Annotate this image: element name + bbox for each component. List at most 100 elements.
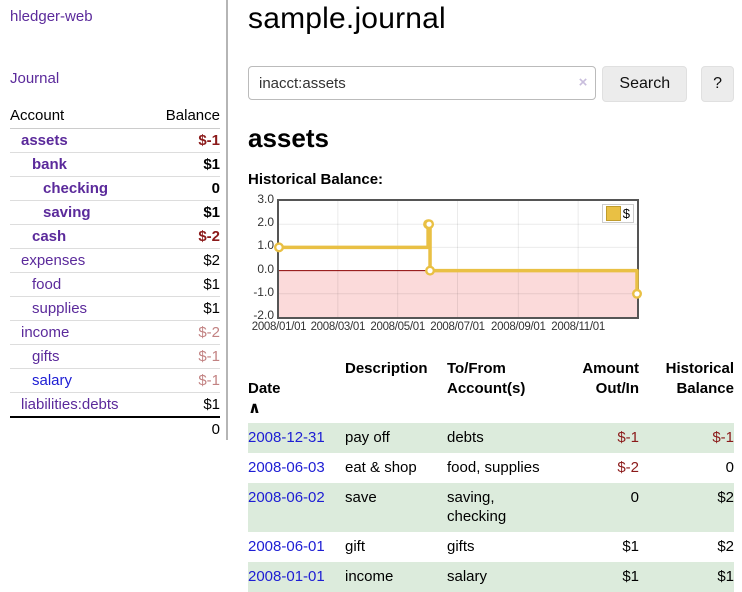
legend-swatch-icon (605, 206, 621, 221)
transaction-amount: 0 (630, 489, 639, 506)
register-table: Date ∧ Description To/From Account(s) Am… (248, 356, 734, 592)
clear-search-icon[interactable]: × (578, 74, 588, 91)
transaction-description: save (345, 489, 377, 506)
account-name-cell: liabilities:debts (10, 392, 151, 418)
brand-link[interactable]: hledger-web (10, 8, 93, 25)
search-input[interactable] (248, 66, 597, 100)
transaction-date-cell: 2008-12-31 (248, 423, 345, 453)
account-row: bank $1 (10, 152, 220, 177)
transaction-balance: $1 (717, 568, 734, 585)
register-header-date[interactable]: Date ∧ (248, 356, 345, 423)
register-header-date-label: Date (248, 380, 281, 397)
account-link[interactable]: food (32, 276, 62, 293)
transaction-date-cell: 2008-06-01 (248, 532, 345, 562)
account-name-cell: income (10, 320, 151, 345)
transaction-description: pay off (345, 429, 390, 446)
accounts-total-row: 0 (10, 417, 220, 441)
transaction-amount: $-2 (617, 459, 639, 476)
register-header-accounts: To/From Account(s) (447, 360, 526, 397)
transaction-accounts: food, supplies (447, 459, 540, 476)
legend-label: $ (622, 206, 630, 221)
y-axis-tick-label: -1.0 (253, 284, 274, 299)
transaction-row: 2008-06-02 save saving, checking 0 $2 (248, 483, 734, 532)
transaction-balance: $-1 (712, 429, 734, 446)
account-link[interactable]: supplies (32, 300, 88, 317)
account-link[interactable]: expenses (21, 252, 86, 269)
account-name-cell: supplies (10, 296, 151, 321)
search-button[interactable]: Search (602, 66, 688, 102)
transaction-date-link[interactable]: 2008-06-01 (248, 538, 325, 555)
account-balance: 0 (150, 176, 220, 201)
chart-canvas (274, 201, 643, 317)
account-row: saving $1 (10, 200, 220, 225)
account-name-cell: checking (10, 176, 151, 201)
accounts-total-value: 0 (211, 421, 220, 438)
transaction-date-cell: 2008-06-03 (248, 453, 345, 483)
account-link[interactable]: saving (43, 204, 91, 221)
transaction-balance: $2 (717, 538, 734, 555)
account-row: income $-2 (10, 320, 220, 345)
account-row: liabilities:debts $1 (10, 392, 220, 418)
accounts-header-row: Account Balance (10, 105, 220, 129)
x-axis-tick-label: 2008/11/01 (551, 321, 605, 333)
transaction-description: gift (345, 538, 366, 555)
accounts-header-balance: Balance (150, 105, 220, 129)
chart-label: Historical Balance: (248, 171, 384, 188)
transaction-date-link[interactable]: 2008-06-02 (248, 489, 325, 506)
register-header-amount: Amount Out/In (582, 360, 639, 397)
page-title: sample.journal (248, 2, 446, 35)
account-name-cell: bank (10, 152, 151, 177)
account-balance: $-1 (150, 128, 220, 153)
transaction-accounts: saving, checking (447, 489, 507, 525)
y-axis-tick-label: 3.0 (257, 192, 274, 206)
account-balance: $1 (150, 392, 220, 418)
accounts-total-spacer (10, 417, 150, 441)
x-axis-tick-label: 2008/09/01 (491, 321, 546, 333)
account-balance: $1 (150, 200, 220, 225)
chart-legend: $ (601, 204, 634, 223)
transaction-date-link[interactable]: 2008-12-31 (248, 429, 325, 446)
account-link[interactable]: income (21, 324, 70, 341)
transaction-description: eat & shop (345, 459, 417, 476)
account-link[interactable]: salary (32, 372, 73, 389)
historical-balance-chart: 3.0 2.0 1.0 0.0 -1.0 -2.0 $ 2008/01/01 2008/03… (248, 191, 734, 343)
account-balance: $-1 (150, 368, 220, 393)
account-link[interactable]: checking (43, 180, 109, 197)
transaction-row: 2008-06-03 eat & shop food, supplies $-2 0 (248, 453, 734, 483)
account-title: assets (248, 123, 329, 153)
help-button[interactable]: ? (701, 66, 734, 102)
account-balance: $2 (150, 248, 220, 273)
transaction-amount: $1 (622, 538, 639, 555)
y-axis-tick-label: 1.0 (257, 238, 274, 253)
accounts-table: Account Balance assets $-1 bank $1 checking 0… (10, 105, 220, 441)
account-name-cell: expenses (10, 248, 151, 273)
account-balance: $1 (150, 152, 220, 177)
account-row: cash $-2 (10, 224, 220, 249)
transaction-accounts: debts (447, 429, 484, 446)
account-balance: $-2 (150, 320, 220, 345)
account-balance: $-2 (150, 224, 220, 249)
account-row: salary $-1 (10, 368, 220, 393)
main-content: sample.journal × Search ? assets Histori… (248, 0, 734, 592)
transaction-balance: 0 (725, 459, 734, 476)
account-link[interactable]: assets (21, 132, 68, 149)
transaction-date-link[interactable]: 2008-06-03 (248, 459, 325, 476)
y-axis-tick-label: -2.0 (253, 308, 274, 322)
accounts-header-account: Account (10, 105, 151, 129)
account-row: assets $-1 (10, 128, 220, 153)
account-name-cell: food (10, 272, 151, 297)
account-row: food $1 (10, 272, 220, 297)
sidebar: hledger-web Journal Account Balance asse… (0, 0, 228, 440)
account-name-cell: gifts (10, 344, 151, 369)
account-link[interactable]: liabilities:debts (21, 396, 119, 413)
account-row: expenses $2 (10, 248, 220, 273)
transaction-date-link[interactable]: 2008-01-01 (248, 568, 325, 585)
account-balance: $1 (150, 296, 220, 321)
nav-journal-link[interactable]: Journal (10, 70, 60, 87)
search-box: × (248, 66, 597, 102)
account-link[interactable]: gifts (32, 348, 60, 365)
account-row: supplies $1 (10, 296, 220, 321)
account-link[interactable]: cash (32, 228, 67, 245)
chart-plot-area[interactable]: $ (274, 199, 643, 319)
account-link[interactable]: bank (32, 156, 68, 173)
